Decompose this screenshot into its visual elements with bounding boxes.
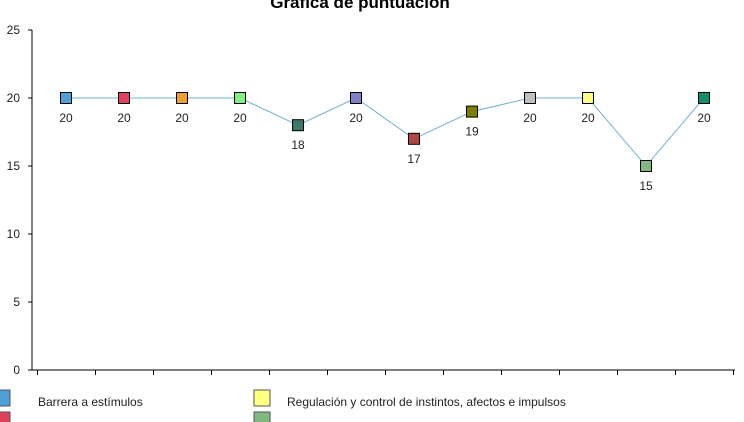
y-tick-label: 0 [13,363,20,377]
data-point-marker [176,92,188,104]
y-tick-label: 25 [7,23,21,37]
data-label: 20 [59,111,73,125]
legend: Barrera a estímulos Regulación y control … [0,389,566,422]
data-label: 20 [117,111,131,125]
data-label: 20 [523,111,537,125]
data-point-marker [582,92,594,104]
y-tick-label: 15 [7,159,21,173]
legend-swatch [0,389,11,407]
data-label: 17 [407,152,421,166]
legend-label: Barrera a estímulos [38,395,143,409]
data-point-marker [350,92,362,104]
data-label: 20 [233,111,247,125]
data-labels: 20 20 20 20 18 20 17 19 20 20 15 20 [59,111,711,193]
y-tick-label: 10 [7,227,21,241]
data-label: 20 [581,111,595,125]
chart-title: Gráfica de puntuación [270,0,449,12]
data-label: 20 [697,111,711,125]
series-polyline [66,97,705,167]
data-point-marker [524,92,536,104]
data-label: 18 [291,138,305,152]
data-markers [60,92,710,172]
data-label: 20 [349,111,363,125]
data-point-marker [640,160,652,172]
data-label: 20 [175,111,189,125]
data-label: 19 [465,125,479,139]
series-line [66,97,705,167]
data-point-marker [698,92,710,104]
data-point-marker [118,92,130,104]
y-tick-label: 20 [7,91,21,105]
axes: 0 5 10 15 20 25 [7,23,735,377]
data-label: 15 [639,179,653,193]
data-point-marker [408,132,420,145]
y-tick-label: 5 [13,295,20,309]
legend-swatch [253,389,271,407]
legend-swatch [0,411,11,422]
data-point-marker [234,92,246,104]
data-point-marker [466,105,478,118]
legend-swatch [253,411,271,422]
data-point-marker [292,119,304,132]
data-point-marker [60,92,72,104]
legend-label: Regulación y control de instintos, afect… [287,395,566,409]
